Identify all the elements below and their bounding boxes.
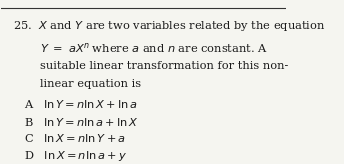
- Text: linear equation is: linear equation is: [40, 80, 141, 90]
- Text: D   $\ln X = n \ln a + y$: D $\ln X = n \ln a + y$: [24, 149, 127, 163]
- Text: B   $\ln Y = n \ln a + \ln X$: B $\ln Y = n \ln a + \ln X$: [24, 116, 139, 128]
- Text: 25.  $\it{X}$ and $\it{Y}$ are two variables related by the equation: 25. $\it{X}$ and $\it{Y}$ are two variab…: [13, 19, 325, 33]
- Text: A   $\ln Y = n \ln X + \ln a$: A $\ln Y = n \ln X + \ln a$: [24, 98, 138, 110]
- Text: C   $\ln X = n \ln Y + a$: C $\ln X = n \ln Y + a$: [24, 132, 126, 144]
- Text: suitable linear transformation for this non-: suitable linear transformation for this …: [40, 61, 288, 71]
- Text: $\it{Y}$ $=$ $a$$\it{X}$$^{n}$ where $a$ and $n$ are constant. A: $\it{Y}$ $=$ $a$$\it{X}$$^{n}$ where $a$…: [40, 41, 268, 55]
